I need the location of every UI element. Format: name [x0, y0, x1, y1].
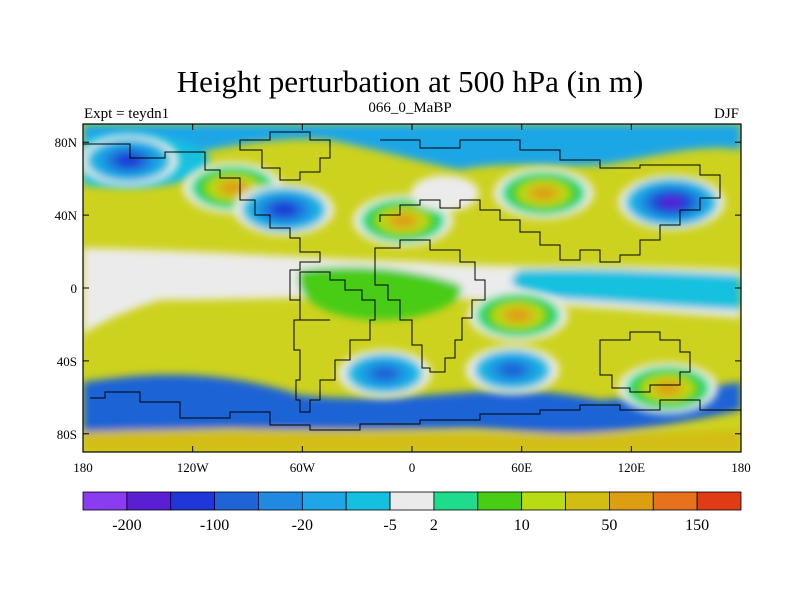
feature-2-level-5	[273, 203, 295, 216]
colorbar-box-10	[521, 491, 566, 511]
colorbar-box-0	[82, 491, 128, 511]
colorbar-tick-label: 10	[514, 517, 530, 534]
colorbar-box-1	[126, 491, 172, 511]
colorbar-tick-label: 150	[685, 517, 709, 534]
colorbar-tick-label: -100	[200, 517, 229, 534]
colorbar-tick-label: -20	[292, 517, 313, 534]
right-label: DJF	[714, 106, 739, 122]
colorbar-box-11	[565, 491, 610, 511]
feature-1-level-5	[221, 182, 244, 194]
x-tick-label: 60W	[290, 460, 316, 475]
y-tick-label: 40N	[55, 208, 78, 223]
antarctic-yellow-band	[83, 429, 741, 452]
colorbar-tick-label: 2	[430, 517, 438, 534]
antarctica-coast	[90, 391, 741, 431]
feature-4-level-0	[410, 175, 479, 212]
x-tick-label: 60E	[511, 460, 532, 475]
map-frame	[82, 123, 742, 453]
colorbar-tick-label: -200	[112, 517, 141, 534]
x-tick-label: 0	[409, 460, 416, 475]
chart-title: Height perturbation at 500 hPa (in m)	[177, 64, 644, 99]
colorbar-boxes	[82, 491, 742, 511]
feature-10-level-5	[507, 309, 529, 322]
y-tick-label: 0	[71, 281, 78, 296]
colorbar-box-8	[433, 491, 479, 511]
y-axis: 80N 40N 0 40S 80S	[55, 135, 741, 442]
colorbar-box-4	[258, 491, 303, 511]
africa-coast	[374, 239, 486, 373]
y-tick-label: 40S	[57, 354, 77, 369]
map-panel: 180 120W 60W 0 60E 120E 180 80N 40N 0 40S 80S	[55, 123, 751, 475]
colorbar-tick-label: 50	[601, 517, 617, 534]
center-label: 066_0_MaBP	[368, 100, 451, 116]
southern-blue-belt	[83, 374, 741, 434]
feature-7-level-4	[372, 367, 397, 380]
colorbar-box-2	[170, 491, 215, 511]
colorbar-box-13	[652, 491, 698, 511]
coastlines	[83, 131, 741, 431]
feature-5-level-5	[532, 187, 555, 199]
y-tick-labels: 80N 40N 0 40S 80S	[55, 135, 78, 442]
feature-0-level-5	[117, 154, 140, 167]
eurasia-coast	[379, 139, 721, 263]
australia-coast	[599, 331, 691, 393]
x-tick-label: 180	[73, 460, 93, 475]
colorbar-box-14	[696, 491, 742, 511]
y-tick-label: 80N	[55, 135, 78, 150]
greenland-coast	[239, 131, 331, 181]
feature-3-level-5	[391, 214, 414, 227]
x-tick-label: 180	[731, 460, 751, 475]
south-america-coast	[293, 271, 376, 413]
left-label: Expt = teydn1	[84, 106, 169, 122]
colorbar-box-9	[477, 491, 523, 511]
colorbar-box-3	[214, 491, 259, 511]
colorbar-box-6	[345, 491, 391, 511]
x-axis: 180 120W 60W 0 60E 120E 180	[73, 124, 751, 475]
colorbar-tick-label: -5	[383, 517, 396, 534]
x-tick-labels: 180 120W 60W 0 60E 120E 180	[73, 460, 751, 475]
y-tick-marks	[83, 141, 741, 435]
colorbar-box-12	[609, 491, 654, 511]
north-america-coast	[83, 143, 330, 321]
arctic-blue-band	[83, 124, 741, 170]
feature-6-level-6	[661, 197, 682, 208]
colorbar: -200 -100 -20 -5 2 10 50 150	[82, 491, 742, 534]
feature-8-level-4	[500, 363, 525, 377]
x-tick-label: 120E	[618, 460, 646, 475]
field-features	[83, 134, 725, 415]
colorbar-tick-labels: -200 -100 -20 -5 2 10 50 150	[112, 517, 709, 534]
colorbar-box-7	[389, 491, 435, 511]
feature-9-level-5	[656, 382, 679, 394]
x-tick-label: 120W	[177, 460, 210, 475]
colorbar-box-5	[301, 491, 347, 511]
height-field	[83, 124, 741, 452]
tropical-cyan-east	[511, 269, 741, 310]
y-tick-label: 80S	[57, 427, 77, 442]
